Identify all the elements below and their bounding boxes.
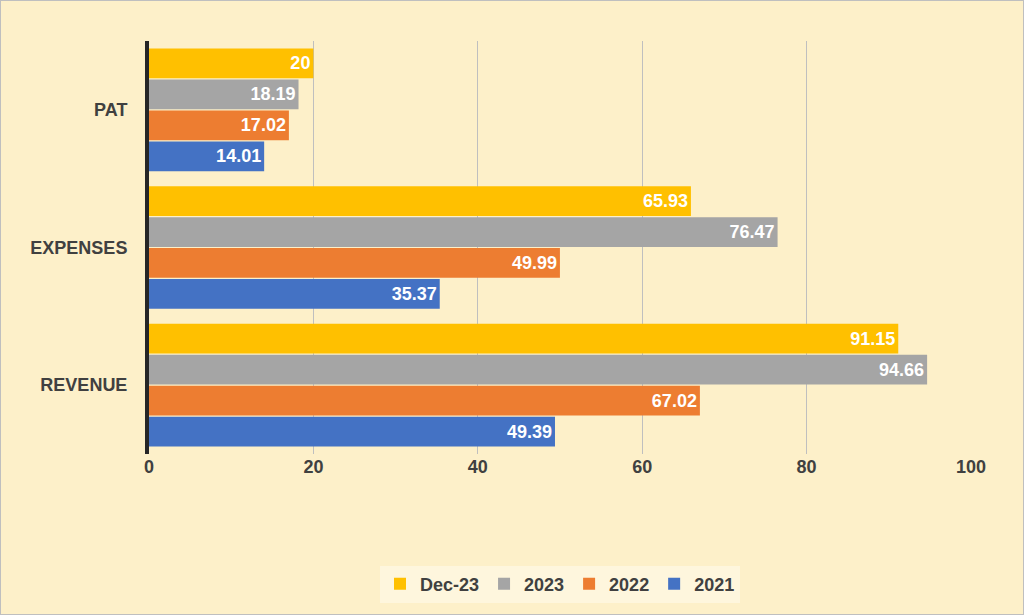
svg-text:20: 20 [290, 53, 310, 73]
svg-text:49.39: 49.39 [507, 422, 552, 442]
svg-text:17.02: 17.02 [241, 115, 286, 135]
svg-text:67.02: 67.02 [652, 391, 697, 411]
svg-text:2022: 2022 [609, 575, 649, 595]
svg-text:18.19: 18.19 [250, 84, 295, 104]
svg-text:14.01: 14.01 [216, 146, 261, 166]
svg-text:94.66: 94.66 [879, 360, 924, 380]
svg-text:EXPENSES: EXPENSES [30, 238, 127, 258]
svg-text:2023: 2023 [524, 575, 564, 595]
svg-text:20: 20 [303, 457, 323, 477]
svg-text:49.99: 49.99 [512, 253, 557, 273]
svg-text:35.37: 35.37 [392, 284, 437, 304]
svg-text:80: 80 [797, 457, 817, 477]
svg-text:100: 100 [956, 457, 986, 477]
svg-text:REVENUE: REVENUE [40, 375, 127, 395]
svg-text:60: 60 [632, 457, 652, 477]
svg-text:91.15: 91.15 [850, 329, 895, 349]
svg-text:PAT: PAT [94, 100, 127, 120]
svg-text:Dec-23: Dec-23 [420, 575, 479, 595]
svg-text:0: 0 [144, 457, 154, 477]
svg-text:76.47: 76.47 [730, 222, 775, 242]
svg-text:2021: 2021 [694, 575, 734, 595]
svg-text:40: 40 [468, 457, 488, 477]
svg-text:65.93: 65.93 [643, 191, 688, 211]
